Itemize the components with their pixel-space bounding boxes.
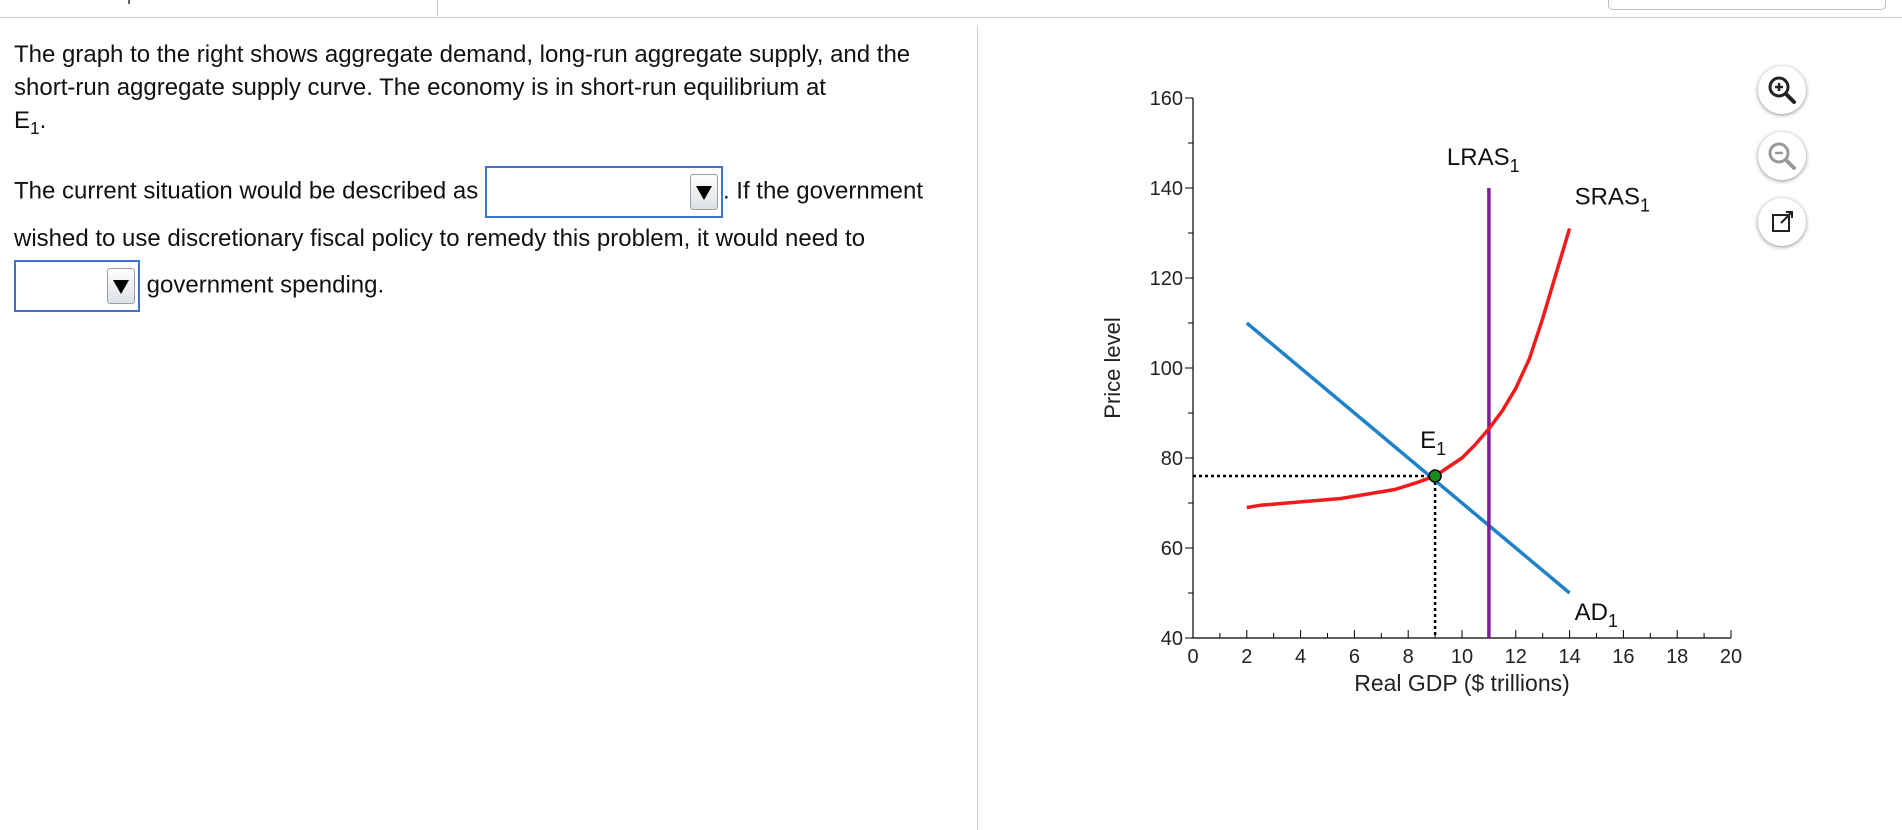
zoom-out-icon [1768, 142, 1796, 170]
equilibrium-label: E1 [1420, 427, 1446, 459]
sras-label: SRAS1 [1575, 184, 1650, 216]
x-tick-label: 2 [1241, 646, 1252, 668]
dropdown-arrow-icon[interactable] [107, 268, 135, 304]
zoom-out-button[interactable] [1758, 132, 1806, 180]
y-tick-label: 160 [1150, 88, 1183, 110]
intro-period: . [39, 107, 47, 134]
x-axis-label: Real GDP ($ trillions) [1354, 670, 1570, 696]
equilibrium-point [1428, 469, 1442, 483]
toolbar-tick [128, 0, 130, 4]
equilibrium-subscript: 1 [30, 117, 40, 138]
prompt-text-3: government spending. [146, 271, 385, 299]
y-tick-label: 80 [1161, 448, 1183, 470]
prompt-text-2: . If the government wished to use discre… [14, 177, 924, 252]
x-tick-label: 12 [1505, 646, 1527, 668]
zoom-in-button[interactable] [1758, 66, 1806, 114]
x-tick-label: 16 [1612, 646, 1634, 668]
dropdown-arrow-icon[interactable] [689, 174, 718, 210]
ad-curve [1245, 321, 1571, 595]
y-axis-label: Price level [1100, 317, 1125, 418]
intro-text: The graph to the right shows aggregate d… [14, 41, 911, 101]
x-tick-label: 18 [1666, 646, 1688, 668]
y-tick-label: 100 [1150, 358, 1183, 380]
x-tick-label: 6 [1349, 646, 1360, 668]
zoom-in-icon [1768, 76, 1796, 104]
equilibrium-guides [1193, 474, 1437, 638]
popout-button[interactable] [1758, 198, 1806, 246]
y-tick-label: 140 [1150, 178, 1183, 200]
y-tick-label: 120 [1150, 268, 1183, 290]
toolbar-separator [437, 0, 438, 16]
toolbar-control[interactable] [1608, 0, 1886, 10]
top-toolbar [0, 0, 1902, 18]
chart-axes: 0 2 4 6 8 10 12 14 16 18 20 40 60 80 100 120 140 160 Real … [1100, 88, 1742, 696]
y-tick-label: 40 [1161, 628, 1183, 650]
ad-label: AD1 [1575, 599, 1618, 631]
panel-divider [977, 25, 978, 830]
situation-dropdown[interactable] [484, 166, 723, 218]
x-tick-label: 8 [1403, 646, 1414, 668]
chart-curves [1245, 188, 1572, 638]
sras-curve [1246, 227, 1572, 510]
x-tick-label: 10 [1451, 646, 1473, 668]
chart-canvas: 0 2 4 6 8 10 12 14 16 18 20 40 60 80 100 120 140 160 Real … [1100, 88, 1742, 696]
x-tick-label: 0 [1187, 646, 1198, 668]
question-intro: The graph to the right shows aggregate d… [14, 38, 954, 145]
y-tick-label: 60 [1161, 538, 1183, 560]
equilibrium-symbol: E [14, 107, 31, 134]
chart-labels: AD1 LRAS1 SRAS1 E1 [1420, 144, 1650, 631]
spending-dropdown[interactable] [14, 260, 140, 312]
x-tick-label: 4 [1295, 646, 1306, 668]
question-prompt: The current situation would be described… [14, 166, 954, 312]
lras-label: LRAS1 [1447, 144, 1520, 176]
x-tick-label: 20 [1720, 646, 1742, 668]
popout-icon [1772, 211, 1793, 232]
question-panel: The graph to the right shows aggregate d… [14, 38, 954, 312]
x-tick-label: 14 [1558, 646, 1580, 668]
prompt-text-1: The current situation would be described… [14, 177, 479, 205]
ad-as-graph: 0 2 4 6 8 10 12 14 16 18 20 40 60 80 100 120 140 160 Real … [1100, 80, 1760, 725]
